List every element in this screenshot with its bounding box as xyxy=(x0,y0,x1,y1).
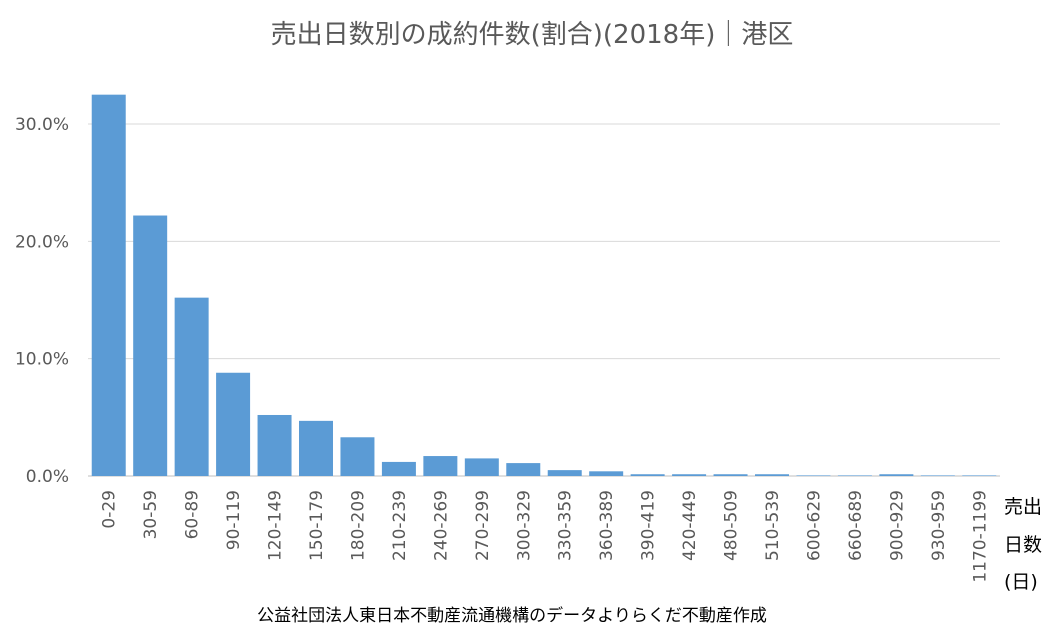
y-axis-ticks: 0.0% 10.0% 20.0% 30.0% xyxy=(15,115,69,487)
x-tick-label: 300-329 xyxy=(514,490,534,561)
bar xyxy=(630,474,665,476)
y-tick-label: 0.0% xyxy=(26,467,69,487)
bar xyxy=(796,475,831,476)
chart-title: 売出日数別の成約件数(割合)(2018年)｜港区 xyxy=(270,20,794,50)
bar xyxy=(381,461,416,476)
x-tick-label: 930-959 xyxy=(929,490,949,561)
bar xyxy=(174,297,209,476)
bar xyxy=(340,437,375,476)
bar xyxy=(837,475,872,476)
source-note: 公益社団法人東日本不動産流通機構のデータよりらくだ不動産作成 xyxy=(257,606,767,626)
x-tick-label: 90-119 xyxy=(224,490,244,550)
x-tick-label: 900-929 xyxy=(887,490,907,561)
x-tick-label: 240-269 xyxy=(431,490,451,561)
bar xyxy=(755,474,789,476)
bar xyxy=(91,94,126,477)
x-tick-label: 120-149 xyxy=(266,490,286,561)
bar xyxy=(920,475,955,476)
x-axis-label-line-2: 日数 xyxy=(1004,534,1043,556)
y-tick-label: 10.0% xyxy=(15,350,69,370)
x-tick-label: 420-449 xyxy=(680,490,700,561)
bar xyxy=(547,470,582,476)
bar xyxy=(962,475,997,476)
bar xyxy=(713,474,748,476)
bar xyxy=(423,456,458,476)
bar xyxy=(589,471,624,476)
x-tick-label: 150-179 xyxy=(307,490,327,561)
bar xyxy=(133,215,168,476)
bar xyxy=(299,420,333,476)
x-tick-label: 330-359 xyxy=(556,490,576,561)
x-tick-label: 600-629 xyxy=(804,490,824,561)
y-tick-label: 20.0% xyxy=(15,232,69,252)
x-tick-label: 30-59 xyxy=(141,490,161,539)
bar xyxy=(464,458,499,476)
x-tick-label: 390-419 xyxy=(639,490,659,561)
x-tick-label: 360-389 xyxy=(597,490,617,561)
x-axis-ticks: 0-29 30-59 60-89 90-119 120-149 150-179 180-20… xyxy=(100,490,991,583)
bar xyxy=(672,474,707,476)
x-tick-label: 60-89 xyxy=(183,490,203,539)
x-tick-label: 0-29 xyxy=(100,490,120,529)
y-tick-label: 30.0% xyxy=(15,115,69,135)
bar xyxy=(257,414,292,476)
bar xyxy=(216,372,251,476)
x-tick-label: 480-509 xyxy=(722,490,742,561)
x-tick-label: 210-239 xyxy=(390,490,410,561)
x-tick-label: 270-299 xyxy=(473,490,493,561)
x-tick-label: 660-689 xyxy=(846,490,866,561)
x-tick-label: 1170-1199 xyxy=(970,490,990,583)
bar xyxy=(879,474,914,476)
bar xyxy=(506,463,541,476)
x-tick-label: 510-539 xyxy=(763,490,783,561)
x-axis-label-line-1: 売出 xyxy=(1004,496,1043,518)
bars xyxy=(91,94,997,477)
x-tick-label: 180-209 xyxy=(348,490,368,561)
x-axis-label-line-3: (日) xyxy=(1004,571,1038,593)
